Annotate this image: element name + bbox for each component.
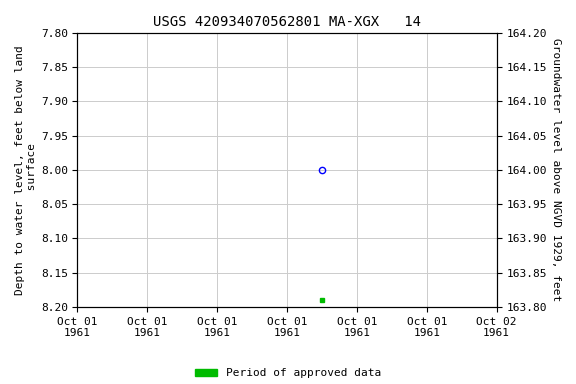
Title: USGS 420934070562801 MA-XGX   14: USGS 420934070562801 MA-XGX 14 <box>153 15 421 29</box>
Y-axis label: Depth to water level, feet below land
 surface: Depth to water level, feet below land su… <box>15 45 37 295</box>
Legend: Period of approved data: Period of approved data <box>195 368 381 379</box>
Y-axis label: Groundwater level above NGVD 1929, feet: Groundwater level above NGVD 1929, feet <box>551 38 561 301</box>
